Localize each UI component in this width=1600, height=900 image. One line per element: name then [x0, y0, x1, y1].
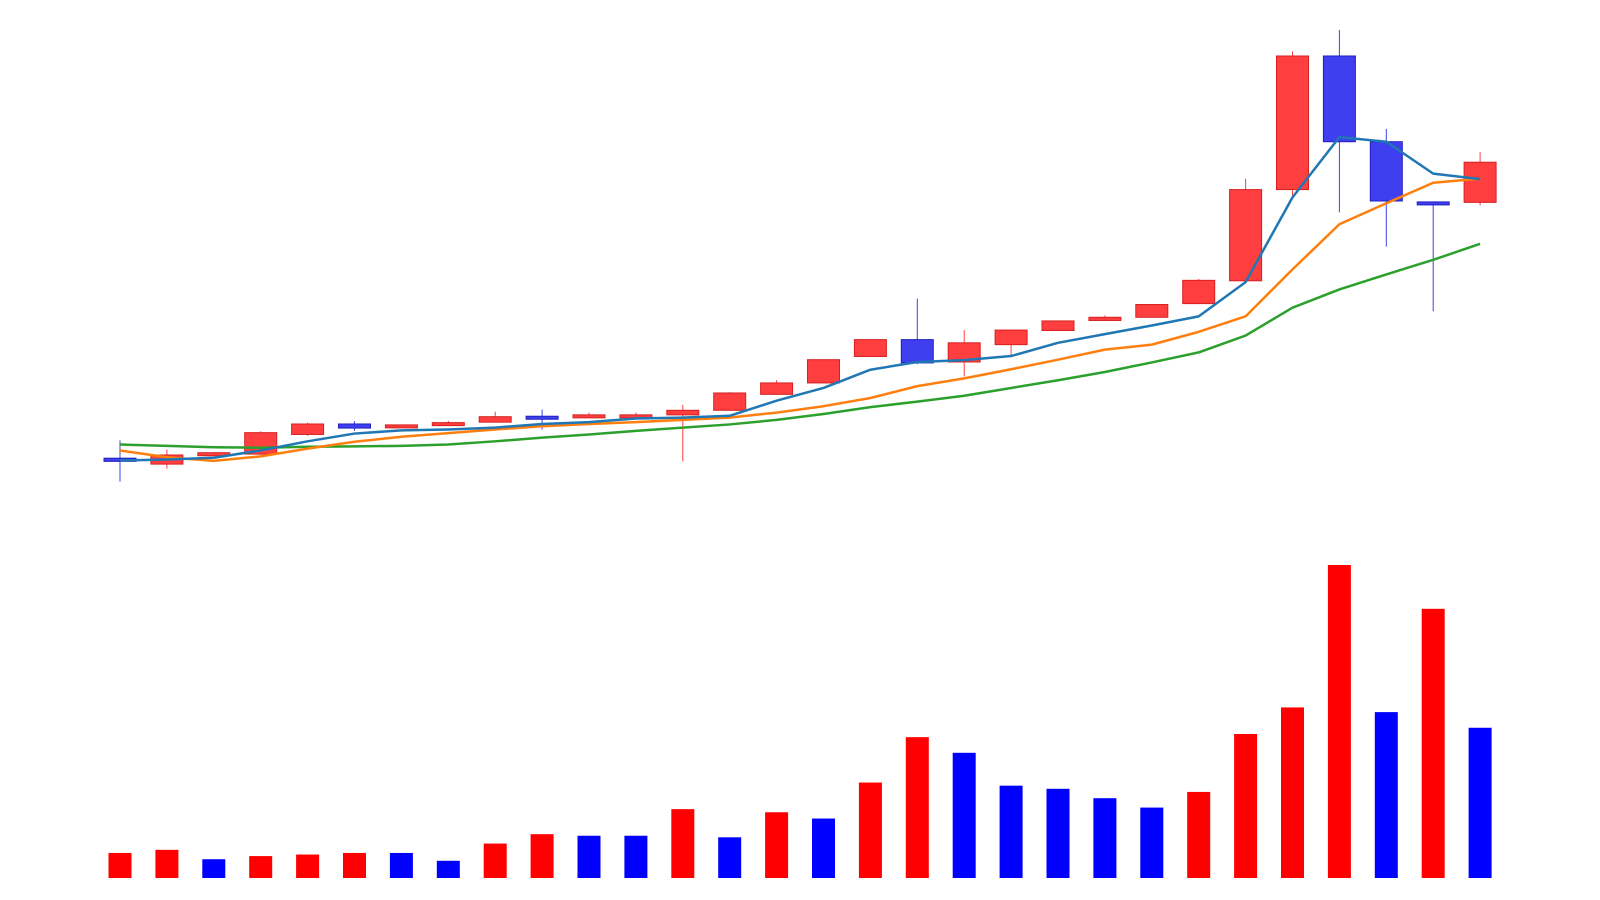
candle-body — [525, 415, 559, 420]
candle-body — [1182, 279, 1216, 305]
candle-body — [760, 382, 794, 395]
volume-bar — [624, 835, 648, 878]
candle-body — [713, 392, 747, 411]
volume-bar — [1093, 798, 1117, 878]
candle-body — [947, 342, 981, 363]
volume-bar — [577, 835, 601, 878]
candle-body — [1276, 55, 1309, 191]
candle-body — [994, 329, 1028, 346]
candle-body — [1135, 304, 1169, 318]
candle-body — [666, 409, 700, 416]
candle-body — [431, 422, 465, 427]
volume-bar — [812, 818, 835, 878]
volume-bar — [1234, 734, 1258, 878]
volume-bar — [108, 852, 132, 878]
volume-bar — [1140, 807, 1164, 878]
candle-body — [1088, 316, 1122, 321]
candle-body — [572, 414, 606, 419]
volume-bar — [1046, 788, 1070, 878]
volume-bar — [1187, 791, 1211, 878]
candle-body — [807, 359, 840, 384]
volume-bar — [765, 812, 789, 878]
candle-body — [384, 424, 418, 429]
volume-bar — [1374, 712, 1398, 878]
moving-average-line — [119, 177, 1481, 463]
volume-bar — [1468, 727, 1492, 878]
candle-body — [1463, 161, 1497, 203]
moving-average-line — [119, 242, 1481, 449]
volume-bar — [1281, 707, 1304, 878]
volume-bar — [483, 843, 507, 878]
volume-bar — [296, 854, 320, 878]
volume-bar — [155, 849, 179, 878]
candle-body — [291, 423, 325, 435]
volume-bar — [530, 834, 554, 878]
candle-body — [1229, 189, 1263, 282]
volume-bar — [249, 856, 273, 878]
volume-bar — [389, 852, 413, 878]
candle-body — [1041, 320, 1075, 332]
volume-bar — [952, 752, 976, 878]
volume-bar — [999, 785, 1023, 878]
volume-bar — [858, 782, 882, 878]
volume-bar — [202, 859, 226, 878]
volume-bar — [1327, 565, 1351, 878]
candle-body — [853, 339, 887, 357]
candle-body — [1416, 201, 1450, 206]
moving-average-line — [119, 135, 1481, 462]
volume-bar — [671, 809, 695, 878]
volume-bar — [718, 837, 742, 878]
price-panel — [103, 30, 1497, 482]
candle-body — [1322, 55, 1356, 143]
volume-bar — [436, 860, 460, 878]
volume-bar — [343, 852, 366, 878]
candle-body — [338, 423, 371, 429]
candle-body — [900, 339, 934, 364]
volume-bar — [905, 737, 929, 878]
volume-bar — [1421, 608, 1445, 878]
volume-panel — [108, 565, 1492, 878]
candle-body — [478, 416, 512, 423]
